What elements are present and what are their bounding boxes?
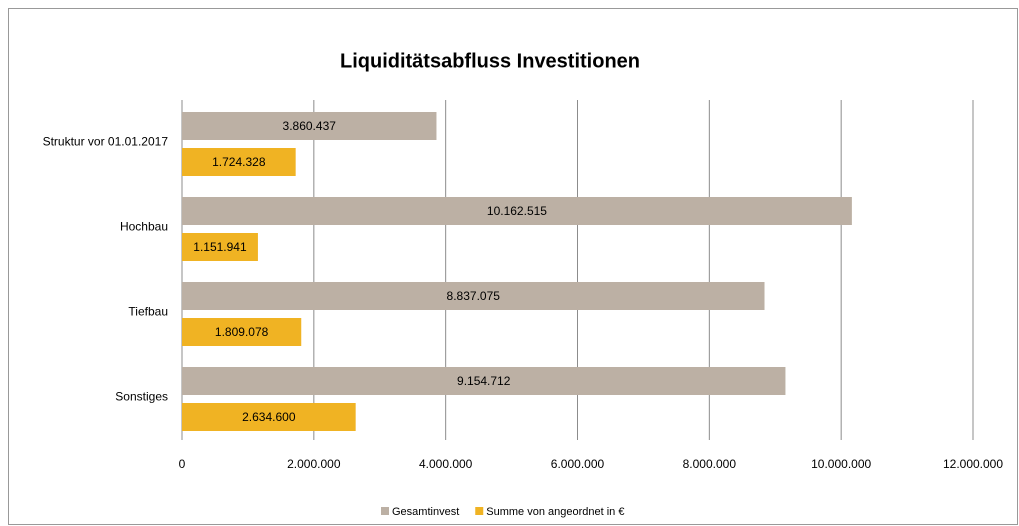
x-tick-label: 8.000.000 <box>683 457 737 471</box>
x-tick-label: 10.000.000 <box>811 457 871 471</box>
bar <box>182 233 258 261</box>
x-tick-label: 12.000.000 <box>943 457 1003 471</box>
data-label: 9.154.712 <box>457 374 511 388</box>
legend-swatch <box>381 507 389 515</box>
x-tick-label: 0 <box>179 457 186 471</box>
bar <box>182 112 437 140</box>
data-label: 3.860.437 <box>283 119 337 133</box>
bar <box>182 367 786 395</box>
y-tick-label: Sonstiges <box>115 390 168 404</box>
x-tick-label: 2.000.000 <box>287 457 341 471</box>
legend-label: Summe von angeordnet in € <box>486 506 624 518</box>
bar <box>182 282 765 310</box>
chart-title: Liquiditätsabfluss Investitionen <box>340 50 640 72</box>
data-label: 1.151.941 <box>193 240 247 254</box>
bar <box>182 403 356 431</box>
data-label: 8.837.075 <box>447 289 501 303</box>
y-tick-label: Struktur vor 01.01.2017 <box>43 135 169 149</box>
data-label: 1.809.078 <box>215 325 269 339</box>
legend-label: Gesamtinvest <box>392 506 459 518</box>
x-tick-label: 4.000.000 <box>419 457 473 471</box>
x-tick-label: 6.000.000 <box>551 457 605 471</box>
data-label: 10.162.515 <box>487 204 547 218</box>
bar <box>182 148 296 176</box>
chart-frame <box>8 8 1018 525</box>
bar <box>182 318 302 346</box>
y-tick-label: Hochbau <box>120 220 168 234</box>
data-label: 1.724.328 <box>212 155 266 169</box>
y-tick-label: Tiefbau <box>128 305 168 319</box>
bar <box>182 197 852 225</box>
legend-swatch <box>475 507 484 515</box>
data-label: 2.634.600 <box>242 410 296 424</box>
